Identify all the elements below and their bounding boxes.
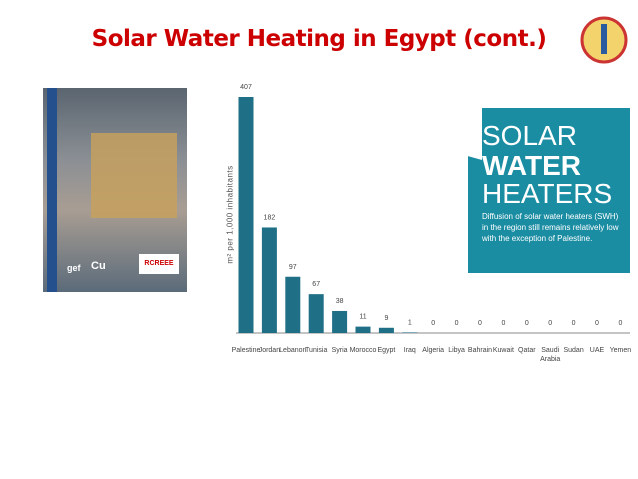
value-label: 0 xyxy=(595,320,599,327)
slide-title: Solar Water Heating in Egypt (cont.) xyxy=(91,26,547,52)
x-tick-label: Jordan xyxy=(258,347,281,354)
value-label: 0 xyxy=(572,320,576,327)
cover-stripe xyxy=(47,88,57,292)
value-label: 0 xyxy=(431,320,435,327)
value-label: 11 xyxy=(359,314,366,321)
info-line: WATER xyxy=(482,150,582,181)
bar xyxy=(308,294,324,333)
bar xyxy=(402,332,418,333)
logo: Cu xyxy=(91,260,106,272)
box-notch xyxy=(446,108,482,160)
value-label: 182 xyxy=(264,214,276,221)
value-label: 407 xyxy=(240,84,252,91)
x-tick-label: Bahrain xyxy=(467,347,493,354)
x-tick-label: Qatar xyxy=(518,347,536,354)
value-label: 9 xyxy=(384,315,388,322)
logo: RCREEE xyxy=(139,254,179,274)
value-label: 97 xyxy=(289,264,297,271)
value-label: 0 xyxy=(618,320,622,327)
info-box: SOLAR WATER HEATERS Diffusion of solar w… xyxy=(468,108,630,273)
bar xyxy=(378,327,394,333)
x-tick-label: Syria xyxy=(331,347,348,354)
value-label: 0 xyxy=(548,320,552,327)
logo: gef xyxy=(67,263,81,273)
value-label: 1 xyxy=(408,319,412,326)
bar xyxy=(355,326,371,333)
value-label: 0 xyxy=(478,320,482,327)
value-label: 0 xyxy=(501,320,505,327)
x-tick-label: Saudi Arabia xyxy=(540,347,561,363)
x-tick-label: Kuwait xyxy=(492,347,514,354)
report-cover: gef Cu RCREEE xyxy=(43,88,187,292)
info-text: Diffusion of solar water heaters (SWH) i… xyxy=(482,212,619,243)
bar xyxy=(238,97,254,333)
x-tick-label: Palestine xyxy=(231,347,261,354)
x-tick-label: Morocco xyxy=(349,347,377,354)
x-tick-label: Algeria xyxy=(422,347,445,354)
cover-panel xyxy=(91,133,177,218)
value-label: 67 xyxy=(312,281,320,288)
bar xyxy=(332,310,348,333)
info-line: HEATERS xyxy=(482,178,613,209)
emblem xyxy=(580,16,628,64)
x-tick-label: Iraq xyxy=(403,347,416,354)
x-tick-label: Egypt xyxy=(377,347,396,354)
value-label: 0 xyxy=(525,320,529,327)
info-line: SOLAR xyxy=(482,120,577,151)
x-tick-label: Sudan xyxy=(563,347,584,354)
value-label: 38 xyxy=(336,298,344,305)
value-label: 0 xyxy=(455,320,459,327)
x-tick-label: UAE xyxy=(589,347,605,354)
x-tick-label: Tunisia xyxy=(305,347,328,354)
bar xyxy=(285,276,301,333)
x-tick-label: Lebanon xyxy=(279,347,307,354)
x-tick-label: Yemen xyxy=(609,347,632,354)
x-tick-label: Libya xyxy=(448,347,465,354)
bar xyxy=(261,227,277,333)
